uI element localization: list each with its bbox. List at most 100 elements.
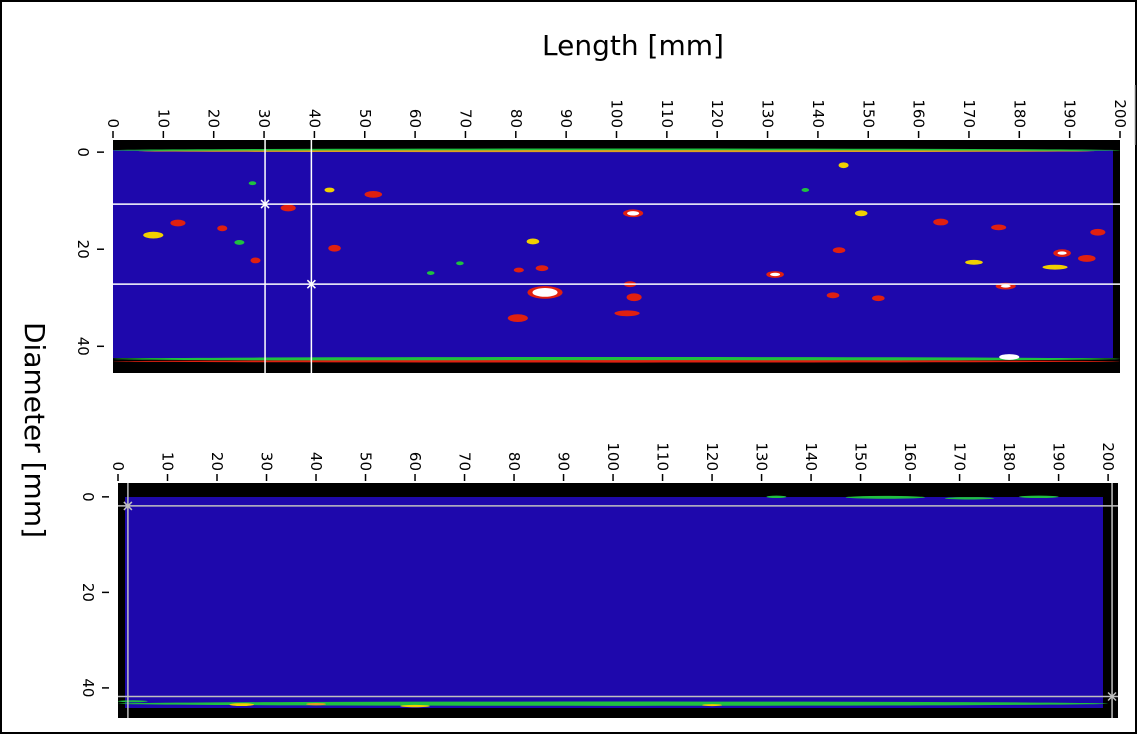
- spot: [1018, 495, 1059, 499]
- y-tick-label: 0: [74, 147, 92, 157]
- x-tick-label: 190: [1050, 442, 1068, 471]
- x-tick-label: 170: [951, 442, 969, 471]
- spot: [535, 265, 549, 272]
- x-tick-label: 100: [608, 99, 626, 128]
- spot: [702, 704, 722, 707]
- spot: [832, 247, 846, 254]
- spot: [170, 219, 186, 227]
- x-tick-label: 160: [910, 99, 928, 128]
- x-tick-label: 20: [208, 452, 226, 471]
- y-tick-label: 40: [79, 678, 97, 697]
- x-tick-label: 80: [507, 109, 525, 128]
- x-tick-label: 110: [654, 442, 672, 471]
- spot: [138, 150, 1095, 153]
- spot: [627, 211, 640, 216]
- x-tick-label: 40: [305, 109, 323, 128]
- x-tick-label: 30: [258, 452, 276, 471]
- x-tick-label: 140: [809, 99, 827, 128]
- x-tick-label: 180: [1010, 99, 1028, 128]
- plot-background: [113, 150, 1113, 358]
- spot: [113, 360, 1120, 363]
- spot: [1090, 228, 1106, 236]
- spot: [999, 354, 1020, 360]
- spot: [944, 497, 995, 500]
- spot: [513, 267, 524, 273]
- cursor-marker: [306, 279, 316, 289]
- spot: [801, 188, 810, 192]
- spot: [1000, 284, 1011, 288]
- x-tick-label: 100: [604, 442, 622, 471]
- spot: [306, 702, 326, 706]
- x-tick-label: 200: [1111, 99, 1129, 128]
- x-tick-label: 50: [356, 109, 374, 128]
- y-tick-label: 40: [74, 337, 92, 356]
- spot: [965, 259, 983, 265]
- spot: [364, 190, 383, 198]
- x-tick-label: 110: [658, 99, 676, 128]
- spot: [838, 162, 849, 169]
- spot: [113, 356, 1120, 361]
- x-tick-label: 0: [109, 461, 127, 471]
- spot: [229, 703, 255, 707]
- x-tick-label: 160: [901, 442, 919, 471]
- spot: [426, 271, 435, 275]
- chart-title: Length [mm]: [542, 29, 724, 62]
- spot: [217, 225, 228, 232]
- x-tick-label: 60: [406, 452, 424, 471]
- spot: [456, 261, 464, 266]
- x-tick-label: 60: [406, 109, 424, 128]
- spot: [248, 181, 257, 186]
- x-tick-label: 70: [456, 452, 474, 471]
- spot: [614, 310, 640, 317]
- spot: [826, 292, 840, 299]
- x-tick-label: 50: [357, 452, 375, 471]
- cursor-marker: [123, 501, 133, 511]
- spot: [324, 187, 335, 193]
- cursor-marker: [1107, 691, 1117, 702]
- x-tick-label: 90: [557, 109, 575, 128]
- spot: [526, 238, 540, 245]
- x-tick-label: 140: [802, 442, 820, 471]
- x-tick-label: 30: [255, 109, 273, 128]
- spot: [854, 210, 868, 217]
- spot: [845, 495, 925, 499]
- y-axis-label: Diameter [mm]: [18, 322, 51, 538]
- x-tick-label: 80: [505, 452, 523, 471]
- x-tick-label: 40: [307, 452, 325, 471]
- x-tick-label: 200: [1099, 442, 1117, 471]
- x-tick-label: 150: [859, 99, 877, 128]
- spot: [532, 288, 558, 297]
- spot: [118, 701, 1109, 706]
- spot: [991, 224, 1007, 231]
- spot: [1077, 255, 1096, 262]
- spot: [770, 272, 781, 277]
- x-tick-label: 90: [555, 452, 573, 471]
- spot: [872, 295, 885, 302]
- x-tick-label: 130: [759, 99, 777, 128]
- spot: [118, 700, 148, 703]
- y-tick-label: 0: [79, 492, 97, 502]
- y-tick-label: 20: [79, 583, 97, 602]
- spot: [626, 293, 642, 302]
- x-tick-label: 120: [703, 442, 721, 471]
- x-tick-label: 150: [852, 442, 870, 471]
- x-tick-label: 20: [205, 109, 223, 128]
- spot: [507, 314, 528, 323]
- x-tick-label: 130: [753, 442, 771, 471]
- x-tick-label: 70: [456, 109, 474, 128]
- spots: [113, 148, 1120, 363]
- spot: [400, 704, 430, 708]
- spot: [328, 244, 341, 252]
- spots: [118, 495, 1109, 708]
- y-tick-label: 20: [74, 240, 92, 259]
- spot: [280, 204, 296, 212]
- spot: [933, 218, 949, 226]
- x-tick-label: 190: [1061, 99, 1079, 128]
- x-tick-label: 10: [159, 452, 177, 471]
- spot: [1057, 251, 1067, 255]
- spot: [143, 231, 164, 239]
- spot: [234, 239, 245, 245]
- plot-background: [125, 497, 1103, 708]
